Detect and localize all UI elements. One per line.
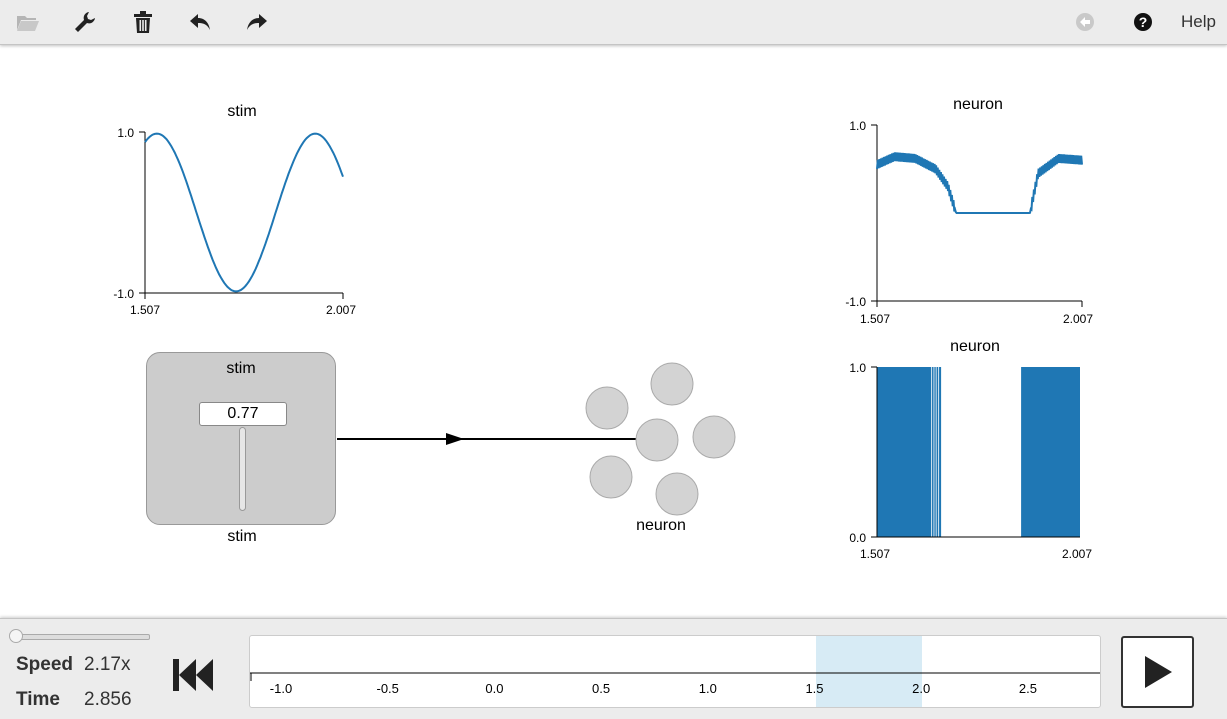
- slider-value-field[interactable]: 0.77: [199, 402, 287, 426]
- y-min-label: -1.0: [845, 295, 866, 309]
- svg-text:?: ?: [1139, 14, 1148, 30]
- time-label: Time: [16, 689, 61, 710]
- stim-value-plot[interactable]: 1.0 -1.0 1.507 2.007: [100, 120, 370, 320]
- timeline-tick-label: 2.5: [1019, 681, 1037, 696]
- toolbar: ? Help: [0, 0, 1227, 45]
- plot-title-stim: stim: [227, 103, 257, 120]
- connection-and-ensemble: [337, 362, 736, 516]
- timeline-window: [816, 636, 922, 707]
- timeline-tick-label: 0.0: [485, 681, 503, 696]
- timeline-tick-label: 1.0: [699, 681, 717, 696]
- timeline-tick-label: 2.0: [912, 681, 930, 696]
- trash-icon[interactable]: [128, 8, 158, 36]
- y-min-label: 0.0: [849, 531, 866, 545]
- redo-icon[interactable]: [242, 8, 272, 36]
- x-end-label: 2.007: [1063, 312, 1093, 326]
- sim-control-bar: Speed 2.17x Time 2.856 -1.0 -0.5 0.0 0.5 1.0…: [0, 618, 1227, 719]
- slider-title: stim: [226, 360, 256, 377]
- play-icon: [1144, 656, 1172, 688]
- connection-arrow-icon: [446, 433, 464, 445]
- neuron-value-plot[interactable]: 1.0 -1.0 1.507 2.007: [830, 115, 1110, 335]
- timeline-tick-label: 0.5: [592, 681, 610, 696]
- ensemble-neuron: [585, 362, 736, 516]
- network-canvas[interactable]: stim 1.0 -1.0 1.507 2.007 neuron 1.0 -1.…: [0, 45, 1227, 618]
- x-start-label: 1.507: [130, 303, 160, 317]
- timeline-tick-label: 1.5: [805, 681, 823, 696]
- spike-block-1: [1021, 367, 1080, 537]
- speed-slider[interactable]: [16, 634, 150, 640]
- help-circle-icon[interactable]: ?: [1128, 8, 1158, 36]
- x-start-label: 1.507: [860, 312, 890, 326]
- help-link[interactable]: Help: [1181, 12, 1216, 31]
- play-button[interactable]: [1121, 636, 1194, 708]
- timeline[interactable]: -1.0 -0.5 0.0 0.5 1.0 1.5 2.0 2.5: [249, 635, 1101, 708]
- wrench-icon[interactable]: [70, 8, 100, 36]
- neuron-series-line: [876, 152, 1083, 214]
- timeline-tick-label: -1.0: [270, 681, 292, 696]
- back-circle-icon[interactable]: [1070, 8, 1100, 36]
- stim-slider-node[interactable]: stim 0.77: [146, 352, 336, 525]
- stim-series-line: [144, 132, 344, 293]
- rewind-icon[interactable]: [170, 655, 216, 695]
- ensemble-caption: neuron: [636, 517, 686, 534]
- timeline-tick-label: -0.5: [376, 681, 398, 696]
- x-end-label: 2.007: [1062, 547, 1092, 561]
- undo-icon[interactable]: [185, 8, 215, 36]
- folder-open-icon[interactable]: [13, 8, 43, 36]
- slider-handle-track[interactable]: [239, 427, 246, 511]
- stim-node-caption: stim: [227, 528, 257, 545]
- y-max-label: 1.0: [849, 119, 866, 133]
- x-end-label: 2.007: [326, 303, 356, 317]
- speed-value: 2.17x: [84, 654, 131, 675]
- speed-slider-thumb[interactable]: [9, 629, 23, 643]
- x-start-label: 1.507: [860, 547, 890, 561]
- speed-label: Speed: [16, 654, 74, 675]
- y-max-label: 1.0: [849, 361, 866, 375]
- plot-title-neuron-raster: neuron: [950, 338, 1000, 355]
- plot-title-neuron-value: neuron: [953, 96, 1003, 113]
- spike-block-0: [877, 367, 942, 537]
- y-max-label: 1.0: [117, 126, 134, 140]
- time-value: 2.856: [84, 689, 132, 710]
- neuron-spike-raster[interactable]: 1.0 0.0 1.507 2.007: [830, 359, 1110, 569]
- y-min-label: -1.0: [113, 287, 134, 301]
